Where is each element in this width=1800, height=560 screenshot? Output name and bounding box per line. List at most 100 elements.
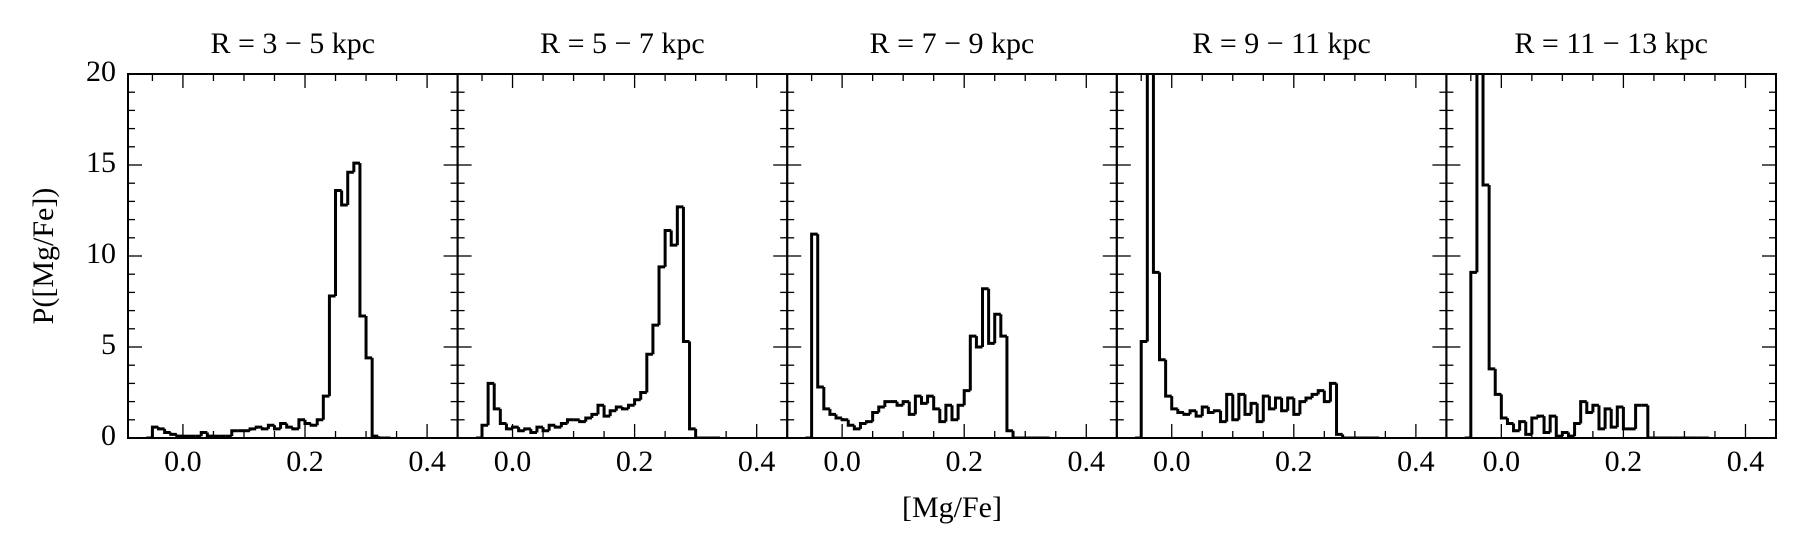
histogram-step — [529, 428, 537, 435]
histogram-step — [504, 423, 513, 431]
panel: R = 11 − 13 kpc 0.0 0.2 0.4 — [1445, 27, 1778, 478]
histogram-step — [602, 405, 611, 418]
histogram-step — [370, 357, 379, 438]
histogram-step — [1560, 431, 1569, 437]
histogram-step — [913, 394, 922, 415]
histogram-step — [1310, 392, 1319, 398]
histogram-step — [346, 170, 354, 206]
histogram-step — [1615, 405, 1624, 428]
histogram-step — [1481, 74, 1490, 187]
y-tick-label: 15 — [86, 146, 116, 179]
panel-title: R = 3 − 5 kpc — [210, 27, 375, 60]
plot-frame — [456, 73, 789, 439]
histogram-step — [987, 288, 995, 345]
histogram-step — [846, 419, 855, 427]
histogram-step — [291, 427, 299, 431]
histogram-step — [1518, 420, 1526, 431]
histogram-step — [1621, 407, 1630, 431]
histogram-step — [1194, 410, 1203, 418]
panel-title: R = 9 − 11 kpc — [1192, 27, 1371, 60]
histogram-step — [1579, 400, 1587, 424]
histogram-step — [1469, 270, 1477, 438]
histogram-step — [1274, 396, 1282, 409]
histogram — [475, 205, 721, 438]
histogram-step — [901, 400, 910, 406]
histogram-step — [553, 425, 562, 429]
histogram-step — [578, 419, 586, 424]
histogram-step — [981, 287, 989, 347]
x-tick-label: 0.2 — [1275, 445, 1313, 478]
histogram-step — [627, 403, 635, 409]
histogram-step — [938, 408, 946, 424]
histogram-step — [334, 188, 342, 297]
histogram-step — [260, 427, 269, 431]
histogram-step — [1548, 414, 1557, 433]
histogram-step — [1512, 423, 1520, 433]
histogram-step — [535, 425, 544, 433]
histogram-step — [1225, 392, 1233, 422]
panel-title: R = 7 − 9 kpc — [870, 27, 1035, 60]
histogram-step — [1573, 421, 1581, 437]
histogram-step — [852, 425, 861, 431]
histogram-step — [199, 431, 208, 437]
x-tick-label: 0.4 — [408, 445, 446, 478]
histogram-step — [633, 398, 641, 406]
histogram-step — [1243, 394, 1252, 416]
x-tick-label: 0.0 — [164, 445, 202, 478]
histogram-step — [1212, 409, 1221, 413]
histogram-step — [559, 421, 568, 428]
x-tick-label: 0.2 — [1605, 445, 1643, 478]
histogram-step — [547, 423, 556, 431]
histogram-step — [1597, 405, 1606, 431]
histogram-step — [1322, 390, 1331, 404]
x-tick-label: 0.0 — [1483, 445, 1521, 478]
x-tick-label: 0.2 — [616, 445, 654, 478]
histogram-step — [828, 408, 837, 416]
histogram-step — [639, 391, 647, 400]
histogram-step — [1499, 394, 1508, 420]
histogram-step — [883, 400, 891, 408]
panel: R = 7 − 9 kpc 0.0 0.2 0.4 [Mg/Fe] — [786, 27, 1118, 524]
histogram — [1464, 74, 1709, 438]
panel: R = 5 − 7 kpc 0.0 0.2 0.4 — [456, 27, 789, 478]
panel-title: R = 11 − 13 kpc — [1514, 27, 1708, 60]
histogram-step — [608, 409, 617, 417]
histogram-step — [620, 407, 629, 411]
histogram-step — [663, 229, 672, 267]
histogram-step — [1566, 432, 1575, 438]
histogram-step — [1634, 403, 1642, 429]
histogram-step — [584, 416, 592, 422]
histogram-step — [1609, 408, 1618, 429]
histogram-step — [596, 403, 605, 415]
histogram-step — [1182, 412, 1191, 416]
histogram-step — [1176, 408, 1184, 415]
histogram-step — [376, 436, 385, 438]
y-axis-label: P([Mg/Fe]) — [27, 188, 60, 325]
histogram-step — [858, 421, 867, 429]
x-tick-label: 0.4 — [738, 445, 776, 478]
histogram-step — [279, 421, 287, 429]
histogram-step — [974, 336, 983, 349]
histogram-step — [1505, 417, 1514, 425]
histogram-step — [248, 427, 257, 431]
histogram-step — [1286, 396, 1294, 411]
histogram-step — [315, 418, 324, 426]
x-tick-label: 0.2 — [286, 445, 324, 478]
histogram — [805, 232, 1050, 438]
histogram-step — [1536, 414, 1545, 418]
histogram-step — [993, 312, 1001, 344]
histogram-step — [999, 314, 1007, 338]
histogram-step — [932, 396, 940, 411]
histogram-step — [1237, 392, 1245, 420]
histogram-step — [480, 423, 489, 438]
histogram-step — [175, 434, 183, 438]
histogram-step — [840, 417, 849, 422]
y-tick-label: 20 — [86, 55, 116, 88]
histogram-step — [1280, 397, 1288, 413]
histogram-step — [492, 383, 501, 411]
x-axis-label: [Mg/Fe] — [902, 491, 1002, 524]
histogram-step — [297, 418, 306, 429]
histogram-step — [1328, 381, 1337, 402]
histogram-step — [321, 394, 330, 420]
